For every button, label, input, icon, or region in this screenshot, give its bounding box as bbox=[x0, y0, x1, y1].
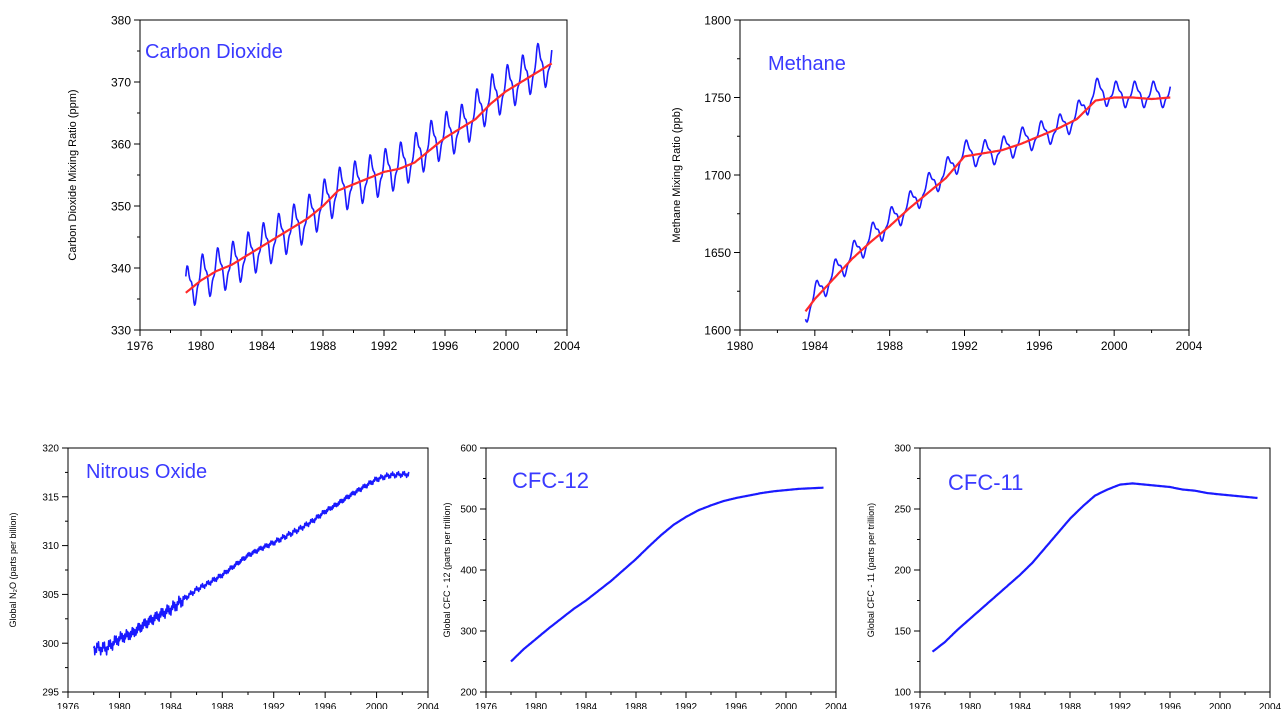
y-tick-label: 1700 bbox=[704, 168, 731, 182]
x-tick-label: 1988 bbox=[1059, 702, 1082, 709]
x-tick-label: 2004 bbox=[825, 702, 848, 709]
y-tick-label: 600 bbox=[460, 444, 477, 455]
x-tick-label: 1984 bbox=[249, 339, 276, 353]
y-tick-label: 1650 bbox=[704, 246, 731, 260]
x-tick-label: 2004 bbox=[1176, 339, 1203, 353]
y-axis-label: Global CFC - 12 (parts per trillion) bbox=[442, 502, 452, 637]
cfc12-chart: 1976 1980 1984 1988 1992 1996 2000 2004 200 300 40… bbox=[442, 444, 848, 709]
x-tick-label: 1996 bbox=[725, 702, 748, 709]
x-tick-label: 1992 bbox=[1109, 702, 1132, 709]
y-tick-label: 330 bbox=[111, 323, 131, 337]
x-tick-label: 1976 bbox=[57, 702, 80, 709]
x-tick-label: 1996 bbox=[1159, 702, 1182, 709]
x-tick-label: 1992 bbox=[263, 702, 286, 709]
x-tick-label: 2004 bbox=[417, 702, 440, 709]
x-tick-label: 1988 bbox=[310, 339, 337, 353]
y-tick-label: 1600 bbox=[704, 323, 731, 337]
y-tick-label: 500 bbox=[460, 505, 477, 516]
data-line bbox=[931, 482, 1258, 653]
chart-title: CFC-11 bbox=[948, 470, 1023, 495]
x-tick-label: 1996 bbox=[314, 702, 337, 709]
x-tick-label: 1980 bbox=[188, 339, 215, 353]
y-tick-label: 350 bbox=[111, 199, 131, 213]
y-tick-label: 100 bbox=[894, 688, 911, 699]
y-tick-label: 310 bbox=[42, 541, 59, 552]
y-tick-label: 1750 bbox=[704, 91, 731, 105]
y-tick-label: 200 bbox=[460, 688, 477, 699]
y-tick-label: 360 bbox=[111, 137, 131, 151]
x-tick-label: 1996 bbox=[432, 339, 459, 353]
y-tick-label: 300 bbox=[460, 627, 477, 638]
x-tick-label: 1984 bbox=[575, 702, 598, 709]
trend-line bbox=[804, 96, 1171, 313]
y-axis-label: Methane Mixing Ratio (ppb) bbox=[671, 107, 683, 242]
data-line bbox=[92, 470, 410, 656]
x-tick-label: 1976 bbox=[909, 702, 932, 709]
x-tick-label: 1996 bbox=[1026, 339, 1053, 353]
y-tick-label: 340 bbox=[111, 261, 131, 275]
y-tick-label: 1800 bbox=[704, 13, 731, 27]
x-tick-label: 2004 bbox=[554, 339, 581, 353]
y-tick-label: 300 bbox=[42, 639, 59, 650]
x-tick-label: 1992 bbox=[371, 339, 398, 353]
x-tick-label: 1988 bbox=[876, 339, 903, 353]
x-tick-label: 1976 bbox=[475, 702, 498, 709]
x-tick-label: 2004 bbox=[1259, 702, 1282, 709]
x-tick-label: 1984 bbox=[1009, 702, 1032, 709]
y-tick-label: 250 bbox=[894, 505, 911, 516]
chart-title: Nitrous Oxide bbox=[86, 461, 207, 483]
y-tick-label: 380 bbox=[111, 13, 131, 27]
chart-title: Carbon Dioxide bbox=[145, 41, 283, 63]
x-tick-label: 2000 bbox=[1101, 339, 1128, 353]
data-line bbox=[804, 77, 1172, 323]
chart-title: Methane bbox=[768, 53, 846, 75]
y-tick-label: 300 bbox=[894, 444, 911, 455]
data-line bbox=[510, 486, 824, 663]
y-axis-label: Global N₂O (parts per billion) bbox=[8, 512, 18, 627]
x-tick-label: 1988 bbox=[625, 702, 648, 709]
y-tick-label: 370 bbox=[111, 75, 131, 89]
methane-chart: 1980 1984 1988 1992 1996 2000 2004 1600 1650 1700… bbox=[671, 13, 1203, 353]
nitrous-oxide-chart: 1976 1980 1984 1988 1992 1996 2000 2004 295 300 30… bbox=[8, 444, 440, 709]
x-tick-label: 1980 bbox=[108, 702, 131, 709]
x-tick-label: 1980 bbox=[959, 702, 982, 709]
trend-line bbox=[185, 62, 553, 294]
co2-chart: 1976 1980 1984 1988 1992 1996 2000 2004 330 340 35… bbox=[67, 13, 581, 353]
y-tick-label: 200 bbox=[894, 566, 911, 577]
x-tick-label: 2000 bbox=[365, 702, 388, 709]
y-tick-label: 315 bbox=[42, 492, 59, 503]
x-tick-label: 2000 bbox=[1209, 702, 1232, 709]
x-tick-label: 2000 bbox=[775, 702, 798, 709]
x-tick-label: 1976 bbox=[127, 339, 154, 353]
x-tick-label: 1992 bbox=[675, 702, 698, 709]
chart-title: CFC-12 bbox=[512, 468, 589, 493]
data-line bbox=[185, 42, 553, 306]
x-tick-label: 1984 bbox=[801, 339, 828, 353]
y-tick-label: 295 bbox=[42, 688, 59, 699]
y-tick-label: 400 bbox=[460, 566, 477, 577]
y-axis-label: Carbon Dioxide Mixing Ratio (ppm) bbox=[67, 89, 79, 260]
x-tick-label: 2000 bbox=[493, 339, 520, 353]
y-axis-label: Global CFC - 11 (parts per trillion) bbox=[866, 503, 876, 637]
x-tick-label: 1980 bbox=[727, 339, 754, 353]
x-tick-label: 1984 bbox=[160, 702, 183, 709]
y-tick-label: 150 bbox=[894, 627, 911, 638]
y-tick-label: 320 bbox=[42, 444, 59, 455]
cfc11-chart: 1976 1980 1984 1988 1992 1996 2000 2004 100 150 20… bbox=[866, 444, 1282, 709]
x-tick-label: 1980 bbox=[525, 702, 548, 709]
y-tick-label: 305 bbox=[42, 590, 59, 601]
plot-frame bbox=[67, 447, 429, 693]
x-tick-label: 1992 bbox=[951, 339, 978, 353]
x-tick-label: 1988 bbox=[211, 702, 234, 709]
